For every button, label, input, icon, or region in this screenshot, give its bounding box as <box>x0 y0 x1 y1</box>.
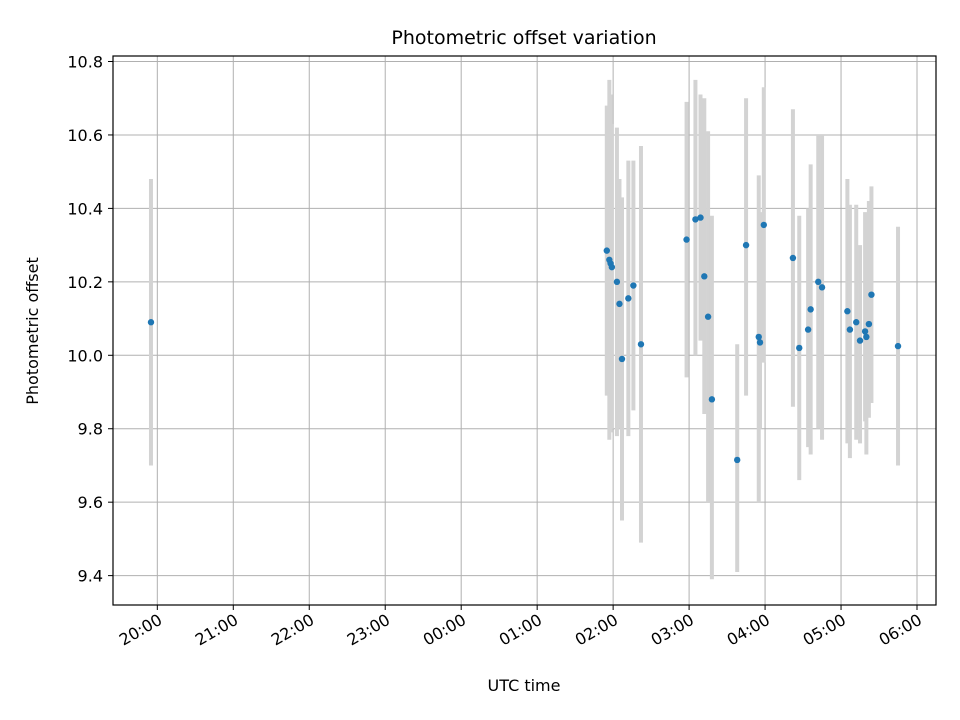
data-point <box>616 300 623 308</box>
data-point <box>861 328 869 335</box>
y-tick-label: 10.4 <box>67 199 103 218</box>
y-tick-label: 10.2 <box>67 273 103 292</box>
data-point <box>846 326 854 333</box>
data-point <box>608 263 616 271</box>
data-point <box>844 308 851 315</box>
data-point <box>613 278 621 286</box>
x-tick-label: 23:00 <box>344 610 393 650</box>
data-point <box>742 241 750 249</box>
data-point <box>625 295 632 302</box>
data-point <box>755 333 762 341</box>
x-tick-label: 02:00 <box>572 610 621 650</box>
x-tick-label: 03:00 <box>648 610 697 650</box>
data-point <box>734 456 741 464</box>
error-bars <box>148 79 901 580</box>
data-point <box>683 236 690 243</box>
y-tick-label: 10.8 <box>67 53 103 72</box>
data-point <box>630 282 637 289</box>
data-point <box>603 247 610 254</box>
x-tick-label: 00:00 <box>420 610 469 650</box>
data-point <box>697 214 704 221</box>
data-point <box>637 341 645 348</box>
x-tick-label: 05:00 <box>800 610 849 650</box>
y-tick-label: 10.0 <box>67 346 103 365</box>
y-axis-ticks: 9.4 9.6 9.8 10.0 10.2 10.4 10.6 10.8 <box>67 53 113 586</box>
y-axis-title: Photometric offset <box>23 257 42 405</box>
data-point <box>818 284 826 291</box>
x-axis-title: UTC time <box>488 676 561 695</box>
y-tick-label: 9.8 <box>78 420 103 439</box>
data-point <box>804 326 812 333</box>
plot-frame <box>112 55 937 606</box>
data-point <box>868 291 875 298</box>
data-point <box>863 333 870 341</box>
y-tick-label: 9.6 <box>78 493 103 512</box>
x-tick-label: 22:00 <box>268 610 317 650</box>
data-point <box>894 342 902 350</box>
y-tick-label: 9.4 <box>78 567 103 586</box>
data-point <box>704 313 712 320</box>
data-point <box>701 273 708 280</box>
data-point <box>692 216 699 223</box>
data-point <box>853 319 860 326</box>
x-tick-label: 20:00 <box>116 610 165 650</box>
chart-title: Photometric offset variation <box>391 27 656 49</box>
y-tick-label: 10.6 <box>67 126 103 145</box>
x-tick-label: 01:00 <box>496 610 545 650</box>
data-point <box>789 254 797 262</box>
x-tick-label: 21:00 <box>192 610 241 650</box>
data-point <box>865 320 873 328</box>
data-points <box>147 214 902 464</box>
data-point <box>796 344 803 352</box>
x-tick-label: 04:00 <box>724 610 773 650</box>
data-point <box>856 337 864 344</box>
data-point <box>760 221 768 229</box>
data-point <box>815 278 822 286</box>
data-point <box>756 339 764 346</box>
data-point <box>147 319 155 326</box>
data-point <box>807 306 814 313</box>
data-point <box>708 396 716 403</box>
x-tick-label: 06:00 <box>876 610 925 650</box>
x-axis-ticks: 20:00 21:00 22:00 23:00 00:00 01:00 02:00 03:00… <box>116 605 925 650</box>
data-point <box>618 355 626 363</box>
